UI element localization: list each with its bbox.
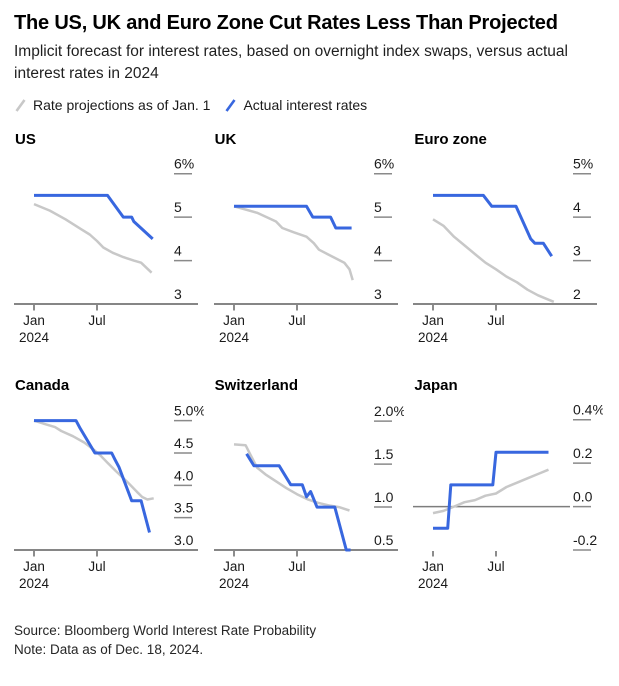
y-axis-label: 3 [573, 243, 581, 259]
y-axis-label: 4 [374, 243, 382, 259]
x-axis-label: Jul [288, 313, 305, 328]
projection-rate-line [432, 218, 555, 303]
legend-label: Actual interest rates [243, 97, 368, 113]
y-axis-label: -0.2 [573, 532, 597, 548]
y-axis-label: 5 [374, 199, 382, 215]
x-axis-year-label: 2024 [19, 576, 50, 591]
panel-title-us: US [15, 131, 36, 148]
x-axis-year-label: 2024 [418, 330, 449, 345]
actual-rate-line [34, 193, 154, 241]
y-axis-label: 2 [573, 286, 581, 302]
x-axis-label: Jul [288, 559, 305, 574]
actual-rate-line [433, 450, 549, 530]
panel-title-japan: Japan [414, 377, 458, 394]
x-axis-label: Jul [488, 559, 505, 574]
chart-subtitle: Implicit forecast for interest rates, ba… [14, 43, 568, 82]
legend-label: Rate projections as of Jan. 1 [33, 97, 211, 113]
panel-title-euro-zone: Euro zone [414, 131, 487, 148]
x-axis-label: Jan [223, 559, 245, 574]
y-axis-label: 6% [374, 156, 394, 172]
chart-title: The US, UK and Euro Zone Cut Rates Less … [14, 12, 558, 34]
y-axis-label: 0.5 [374, 532, 394, 548]
legend-projection-slash-icon [15, 98, 26, 112]
actual-rate-line [433, 193, 554, 258]
projection-rate-line [233, 205, 354, 281]
y-axis-label: 4.5 [174, 435, 194, 451]
chart-svg-euro-zone: Jan 2024 Jul 5% 4 3 2 [413, 156, 598, 345]
legend-item-actual: Actual interest rates [224, 97, 367, 113]
chart-svg-us: Jan 2024 Jul 6% 5 4 3 [14, 156, 198, 345]
projection-rate-line [433, 468, 550, 515]
y-axis-label: 4 [174, 243, 182, 259]
x-axis-label: Jan [422, 313, 444, 328]
note-line: Note: Data as of Dec. 18, 2024. [14, 642, 204, 657]
projection-rate-line [33, 202, 153, 274]
chart-panel-japan: Japan Jan 2024 Jul 0.4% 0.2 0.0 -0.2 [413, 377, 605, 603]
legend-item-projection: Rate projections as of Jan. 1 [14, 97, 210, 113]
footer: Source: Bloomberg World Interest Rate Pr… [14, 621, 605, 659]
y-axis-label: 1.5 [374, 446, 394, 462]
chart-panel-us: US Jan 2024 Jul 6% 5 4 3 [14, 131, 206, 357]
chart-svg-uk: Jan 2024 Jul 6% 5 4 3 [213, 156, 398, 345]
panel-title-uk: UK [214, 131, 237, 148]
x-axis-label: Jul [88, 313, 105, 328]
y-axis-label: 5.0% [174, 403, 204, 419]
legend-actual-slash-icon [225, 98, 236, 112]
source-line: Source: Bloomberg World Interest Rate Pr… [14, 623, 317, 638]
x-axis-label: Jan [223, 313, 245, 328]
y-axis-label: 5% [573, 156, 593, 172]
charts-row-bottom: Canada Jan 2024 Jul 5.0% 4.5 4.0 3.5 3.0 Switzerl… [14, 377, 605, 603]
x-axis-year-label: 2024 [219, 576, 250, 591]
y-axis-label: 0.4% [573, 402, 603, 418]
legend: Rate projections as of Jan. 1 Actual inte… [14, 97, 605, 113]
panel-title-canada: Canada [15, 377, 70, 394]
chart-svg-canada: Jan 2024 Jul 5.0% 4.5 4.0 3.5 3.0 [14, 403, 206, 591]
y-axis-label: 3 [374, 286, 382, 302]
chart-svg-japan: Jan 2024 Jul 0.4% 0.2 0.0 -0.2 [413, 402, 605, 591]
y-axis-label: 3 [174, 286, 182, 302]
actual-rate-line [233, 204, 352, 230]
y-axis-label: 4.0 [174, 467, 194, 483]
actual-rate-line [244, 453, 351, 552]
chart-panel-euro-zone: Euro zone Jan 2024 Jul 5% 4 3 2 [413, 131, 605, 357]
x-axis-year-label: 2024 [219, 330, 250, 345]
chart-panel-canada: Canada Jan 2024 Jul 5.0% 4.5 4.0 3.5 3.0 [14, 377, 206, 603]
x-axis-label: Jan [23, 559, 45, 574]
x-axis-label: Jan [23, 313, 45, 328]
y-axis-label: 3.0 [174, 532, 194, 548]
x-axis-year-label: 2024 [19, 330, 50, 345]
actual-rate-line [34, 419, 151, 533]
y-axis-label: 0.2 [573, 445, 593, 461]
y-axis-label: 5 [174, 199, 182, 215]
y-axis-label: 6% [174, 156, 194, 172]
x-axis-label: Jul [88, 559, 105, 574]
x-axis-year-label: 2024 [418, 576, 449, 591]
y-axis-label: 2.0% [374, 403, 404, 419]
chart-panel-uk: UK Jan 2024 Jul 6% 5 4 3 [213, 131, 406, 357]
projection-rate-line [33, 419, 154, 501]
y-axis-label: 4 [573, 199, 581, 215]
x-axis-label: Jul [488, 313, 505, 328]
x-axis-label: Jan [422, 559, 444, 574]
y-axis-label: 0.0 [573, 489, 593, 505]
y-axis-label: 1.0 [374, 489, 394, 505]
charts-row-top: US Jan 2024 Jul 6% 5 4 3 UK Jan 2024 Jul 6% 5 4 3 Euro z… [14, 131, 605, 357]
panel-title-switzerland: Switzerland [214, 377, 299, 394]
chart-panel-switzerland: Switzerland Jan 2024 Jul 2.0% 1.5 1.0 0.5 [213, 377, 406, 603]
projection-rate-line [233, 443, 350, 512]
y-axis-label: 3.5 [174, 500, 194, 516]
chart-svg-switzerland: Jan 2024 Jul 2.0% 1.5 1.0 0.5 [213, 403, 406, 591]
